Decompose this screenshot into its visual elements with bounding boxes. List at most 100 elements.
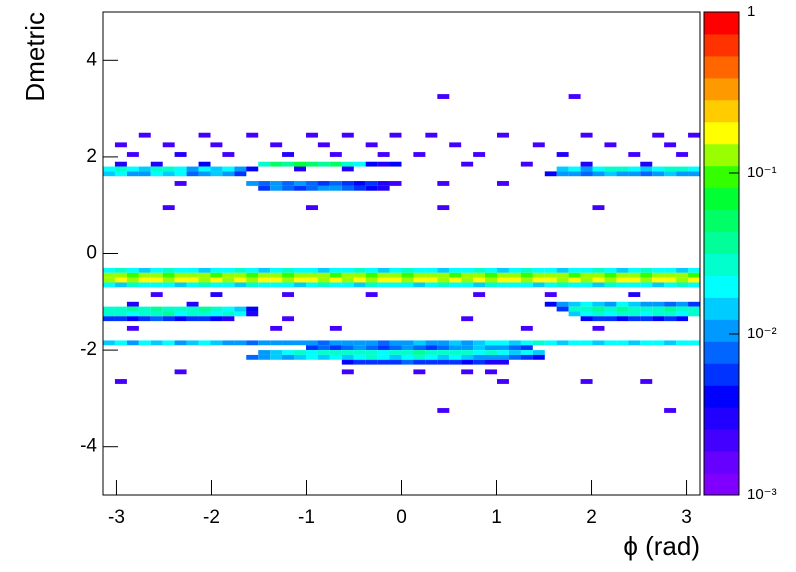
cell xyxy=(222,152,235,157)
cell xyxy=(246,166,259,172)
cell xyxy=(102,277,115,283)
cell xyxy=(425,272,438,278)
cell xyxy=(676,311,689,317)
cell xyxy=(664,340,677,346)
cell xyxy=(496,354,509,360)
cell xyxy=(628,316,641,322)
color-step xyxy=(704,451,739,474)
cell xyxy=(377,354,390,360)
cell xyxy=(329,267,342,273)
cell xyxy=(114,171,127,177)
cell xyxy=(640,161,653,167)
cell xyxy=(461,272,474,278)
cell xyxy=(306,185,318,191)
color-step xyxy=(704,121,739,145)
cell xyxy=(126,325,139,331)
cell xyxy=(520,350,533,355)
cell xyxy=(341,277,354,283)
cell xyxy=(210,171,223,177)
cell xyxy=(544,282,557,288)
cell xyxy=(544,171,557,177)
cell xyxy=(413,152,426,157)
cell xyxy=(270,282,283,288)
cell xyxy=(246,181,259,186)
cell xyxy=(234,311,247,317)
cell xyxy=(592,277,605,283)
cell xyxy=(138,171,151,177)
z-tick-label: 10⁻³ xyxy=(747,486,777,503)
cell xyxy=(365,181,378,186)
cell xyxy=(580,316,593,322)
cell xyxy=(508,272,521,278)
cell xyxy=(640,306,653,312)
cell xyxy=(449,354,462,360)
cell xyxy=(246,282,259,288)
cell xyxy=(688,282,701,288)
cell xyxy=(664,408,677,413)
cell xyxy=(126,340,139,346)
color-step xyxy=(704,319,739,342)
x-tick-label: -3 xyxy=(108,507,125,528)
cell xyxy=(150,272,163,278)
cell xyxy=(377,267,390,273)
cell xyxy=(162,166,175,172)
cell xyxy=(317,181,330,186)
cell xyxy=(234,166,247,172)
x-tick-label: 1 xyxy=(491,507,502,528)
cell xyxy=(616,277,629,283)
cell xyxy=(389,359,402,365)
cell xyxy=(341,354,354,360)
cell xyxy=(234,267,247,273)
cell xyxy=(604,171,617,177)
cell xyxy=(640,272,653,278)
cell xyxy=(544,340,557,346)
cell xyxy=(306,282,318,288)
cell xyxy=(532,354,545,360)
cell xyxy=(341,345,354,351)
cell xyxy=(640,171,653,177)
cell xyxy=(353,354,366,360)
cell xyxy=(496,340,509,346)
cell xyxy=(437,267,450,273)
cell xyxy=(556,306,569,312)
cell xyxy=(341,282,354,288)
cell xyxy=(186,171,199,177)
cell xyxy=(425,359,438,365)
cell xyxy=(222,272,235,278)
cell xyxy=(270,277,283,283)
cell xyxy=(150,292,163,297)
cell xyxy=(102,267,115,273)
cell xyxy=(282,354,295,360)
cell xyxy=(353,340,366,346)
color-step xyxy=(704,165,739,189)
cell xyxy=(258,272,271,278)
cell xyxy=(222,277,235,283)
cell xyxy=(198,272,211,278)
cell xyxy=(294,350,307,355)
color-step xyxy=(704,363,739,386)
cell xyxy=(473,354,486,360)
cell xyxy=(353,359,366,365)
cell xyxy=(520,325,533,331)
cell xyxy=(389,277,402,283)
cell xyxy=(520,267,533,273)
cell xyxy=(640,340,653,346)
cell xyxy=(186,301,199,307)
cell xyxy=(270,350,283,355)
cell xyxy=(138,277,151,283)
z-tick-label: 10⁻¹ xyxy=(747,164,777,181)
cell xyxy=(449,272,462,278)
cell xyxy=(353,272,366,278)
cell xyxy=(520,354,533,360)
cell xyxy=(580,340,593,346)
cell xyxy=(664,282,677,288)
cell xyxy=(210,340,223,346)
cell xyxy=(676,267,689,273)
cell xyxy=(282,152,295,157)
cell xyxy=(150,161,163,167)
cell xyxy=(365,345,378,351)
color-bar xyxy=(703,11,740,496)
cell xyxy=(365,267,378,273)
cell xyxy=(568,301,581,307)
cell xyxy=(126,267,139,273)
